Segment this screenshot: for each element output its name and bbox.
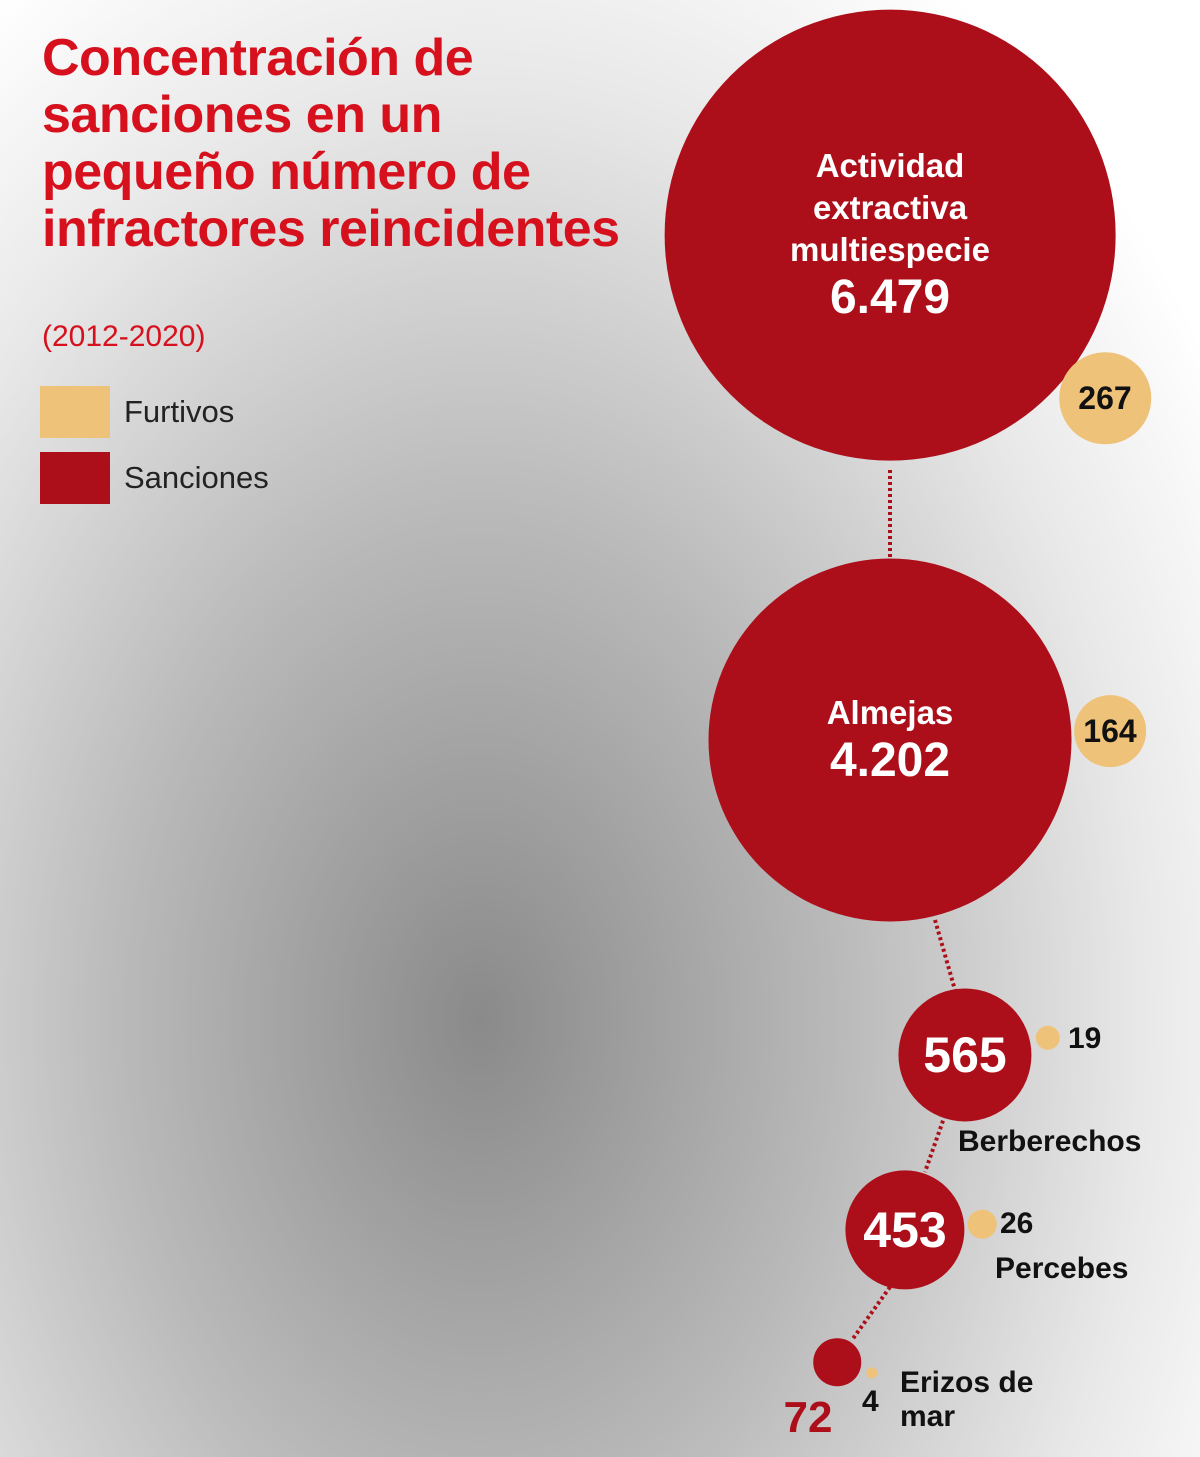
value-label: 565 — [923, 1027, 1007, 1083]
chart-title: Concentración de sanciones en un pequeño… — [42, 29, 620, 258]
furtivos-bubble — [866, 1367, 878, 1379]
furtivos-bubble — [967, 1209, 997, 1239]
value-label: 6.479 — [829, 271, 951, 324]
value-label: 4.202 — [829, 734, 951, 787]
sanciones-bubble — [898, 988, 1032, 1122]
connector — [850, 1285, 892, 1342]
furtivos-label: 164 — [1083, 713, 1137, 749]
category-label: Percebes — [995, 1252, 1129, 1285]
connector — [933, 919, 957, 991]
sanciones-bubble — [708, 558, 1072, 922]
category-label: Berberechos — [958, 1125, 1142, 1158]
legend-label: Furtivos — [124, 394, 235, 429]
sanciones-bubble — [845, 1170, 965, 1290]
sanciones-bubble — [813, 1338, 861, 1386]
furtivos-bubble — [1074, 695, 1146, 767]
connector — [923, 1114, 947, 1173]
legend-swatch — [40, 386, 110, 438]
subtitle: (2012-2020) — [42, 320, 206, 353]
sanciones-bubble — [664, 9, 1116, 461]
furtivos-bubble — [1035, 1025, 1061, 1051]
furtivos-label: 4 — [862, 1385, 879, 1418]
bubble-label: Actividad extractiva multiespecie 6.479 — [765, 145, 1015, 325]
category-label: Almejas — [826, 694, 954, 731]
value-label: 72 — [783, 1393, 833, 1442]
furtivos-label: 267 — [1078, 380, 1132, 416]
category-label: Actividad extractiva multiespecie — [790, 147, 990, 268]
bubble-label: Almejas 4.202 — [765, 692, 1015, 788]
legend-swatch — [40, 452, 110, 504]
furtivos-label: 26 — [1000, 1207, 1034, 1240]
category-label: Erizos de mar — [900, 1366, 1034, 1433]
value-label: 453 — [863, 1202, 947, 1258]
furtivos-bubble — [1059, 352, 1151, 444]
legend-label: Sanciones — [124, 460, 269, 495]
furtivos-label: 19 — [1068, 1022, 1102, 1055]
